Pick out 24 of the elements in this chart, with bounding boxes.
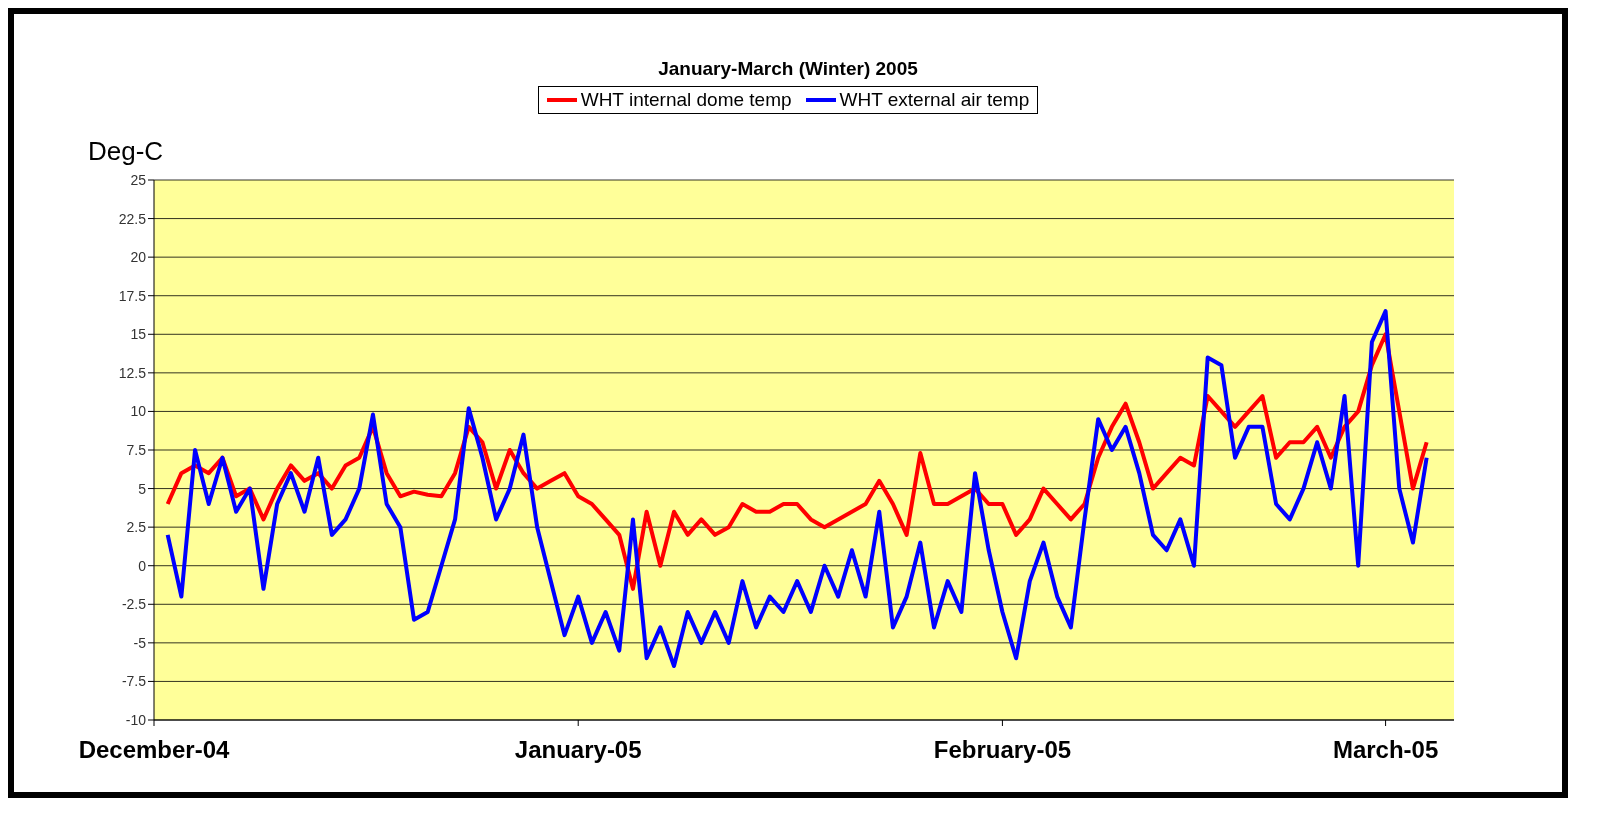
y-tick-label: -5	[133, 634, 147, 651]
y-tick-label: 25	[130, 171, 147, 188]
x-tick-label: December-04	[78, 736, 231, 763]
y-tick-label: 0	[138, 557, 147, 574]
y-tick-label: 12.5	[118, 364, 147, 381]
chart-title: January-March (Winter) 2005	[657, 58, 919, 80]
y-tick-label: 5	[138, 480, 147, 497]
y-axis-title: Deg-C	[88, 136, 164, 167]
y-tick-label: 2.5	[126, 519, 147, 536]
y-tick-label: 7.5	[126, 441, 147, 458]
legend-label: WHT internal dome temp	[580, 89, 792, 111]
y-tick-label: -7.5	[121, 673, 147, 690]
x-tick-label: March-05	[1332, 736, 1439, 763]
y-tick-label: 10	[130, 403, 147, 420]
y-tick-label: 15	[130, 326, 147, 343]
y-tick-label: 20	[130, 249, 147, 266]
x-tick-label: January-05	[514, 736, 642, 763]
y-tick-label: -2.5	[121, 596, 147, 613]
y-tick-label: -10	[125, 711, 147, 728]
line-series	[165, 309, 1429, 668]
x-tick-label: February-05	[933, 736, 1072, 763]
legend-label: WHT external air temp	[839, 89, 1030, 111]
y-tick-label: 17.5	[118, 287, 147, 304]
y-tick-label: 22.5	[118, 210, 147, 227]
